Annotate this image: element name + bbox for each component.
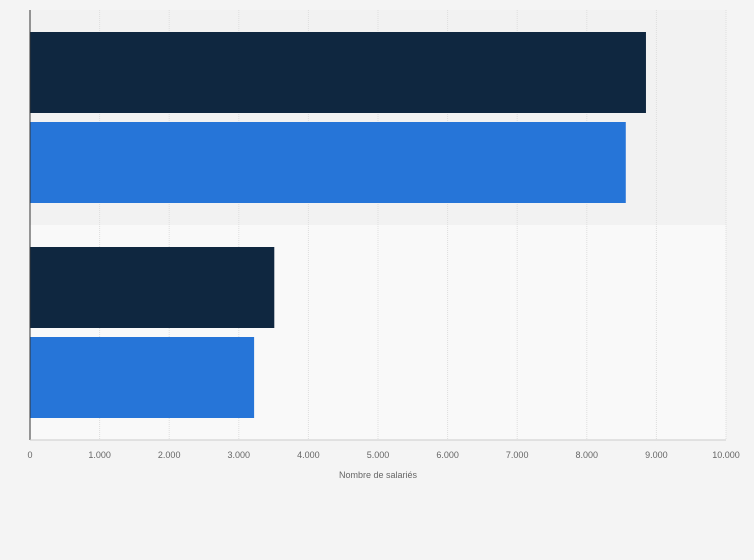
bar xyxy=(30,337,255,418)
x-axis-title: Nombre de salariés xyxy=(339,470,418,480)
bar xyxy=(30,32,646,113)
x-tick-label: 7.000 xyxy=(506,450,529,460)
x-tick-label: 2.000 xyxy=(158,450,181,460)
x-tick-label: 6.000 xyxy=(436,450,459,460)
x-tick-label: 8.000 xyxy=(576,450,599,460)
x-tick-label: 3.000 xyxy=(228,450,251,460)
bar xyxy=(30,122,626,203)
axes xyxy=(29,10,726,441)
x-tick-label: 9.000 xyxy=(645,450,668,460)
bar xyxy=(30,247,275,328)
x-tick-label: 0 xyxy=(27,450,32,460)
x-tick-label: 1.000 xyxy=(88,450,111,460)
x-tick-label: 4.000 xyxy=(297,450,320,460)
x-tick-labels: 0 1.000 2.000 3.000 4.000 5.000 6.000 7.000 8.00… xyxy=(27,450,739,460)
x-tick-label: 5.000 xyxy=(367,450,390,460)
bars xyxy=(30,32,646,418)
x-tick-label: 10.000 xyxy=(712,450,740,460)
